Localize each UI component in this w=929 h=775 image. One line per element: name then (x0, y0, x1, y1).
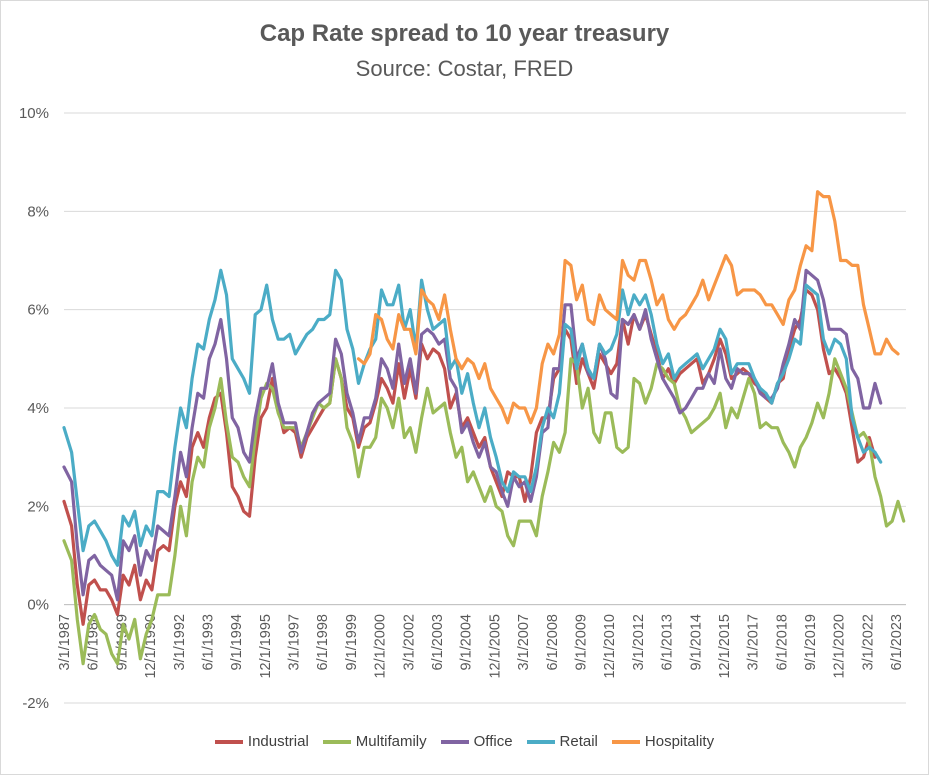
legend-swatch-multifamily (322, 739, 351, 744)
x-tick-label: 6/1/2003 (430, 614, 446, 670)
chart-title: Cap Rate spread to 10 year treasury (259, 20, 670, 47)
legend-swatch-industrial (214, 739, 243, 744)
y-tick-label: 2% (27, 498, 49, 515)
x-tick-label: 3/1/1987 (57, 614, 73, 670)
x-tick-label: 3/1/1997 (287, 614, 303, 670)
x-tick-label: 9/1/2019 (803, 614, 819, 670)
x-tick-label: 12/1/2020 (832, 614, 848, 679)
x-tick-label: 3/1/2012 (631, 614, 647, 670)
x-tick-label: 3/1/2002 (401, 614, 417, 670)
legend: Industrial Multifamily Office Retail Hos… (0, 733, 929, 750)
x-tick-label: 6/1/2023 (889, 614, 905, 670)
x-tick-label: 12/1/1995 (258, 614, 274, 679)
legend-label-hospitality: Hospitality (644, 733, 715, 750)
legend-swatch-hospitality (611, 739, 640, 744)
legend-item-retail: Retail (526, 733, 598, 750)
x-tick-label: 6/1/2013 (660, 614, 676, 670)
x-tick-label: 9/1/1999 (344, 614, 360, 670)
x-tick-label: 3/1/2022 (860, 614, 876, 670)
x-tick-label: 12/1/2015 (717, 614, 733, 679)
x-tick-label: 6/1/2008 (545, 614, 561, 670)
x-tick-label: 6/1/2018 (774, 614, 790, 670)
x-tick-label: 12/1/2000 (373, 614, 389, 679)
series-line-office (62, 268, 883, 602)
chart-subtitle: Source: Costar, FRED (355, 56, 574, 81)
y-tick-label: 8% (27, 203, 49, 220)
x-tick-label: 6/1/1998 (315, 614, 331, 670)
legend-label-retail: Retail (559, 733, 598, 750)
x-tick-label: 3/1/2007 (516, 614, 532, 670)
legend-swatch-office (440, 739, 469, 744)
legend-item-industrial: Industrial (214, 733, 309, 750)
y-tick-label: -2% (22, 695, 49, 712)
legend-item-multifamily: Multifamily (322, 733, 427, 750)
legend-label-multifamily: Multifamily (355, 733, 427, 750)
series-line-retail (62, 268, 883, 567)
series-line-hospitality (356, 190, 900, 425)
legend-label-industrial: Industrial (247, 733, 309, 750)
y-tick-label: 0% (27, 597, 49, 614)
legend-item-office: Office (440, 733, 513, 750)
y-tick-label: 10% (19, 105, 49, 122)
series-line-multifamily (62, 357, 906, 666)
x-tick-label: 9/1/2009 (573, 614, 589, 670)
legend-label-office: Office (473, 733, 513, 750)
x-tick-label: 12/1/2005 (487, 614, 503, 679)
x-tick-label: 9/1/2014 (688, 614, 704, 670)
y-tick-label: 6% (27, 302, 49, 319)
y-tick-label: 4% (27, 400, 49, 417)
legend-swatch-retail (526, 739, 555, 744)
x-tick-label: 12/1/2010 (602, 614, 618, 679)
legend-item-hospitality: Hospitality (611, 733, 715, 750)
x-tick-label: 9/1/2004 (459, 614, 475, 670)
x-tick-label: 9/1/1994 (229, 614, 245, 670)
x-tick-label: 3/1/1992 (172, 614, 188, 670)
x-tick-label: 3/1/2017 (746, 614, 762, 670)
series-line-industrial (62, 288, 877, 626)
x-tick-label: 6/1/1993 (200, 614, 216, 670)
